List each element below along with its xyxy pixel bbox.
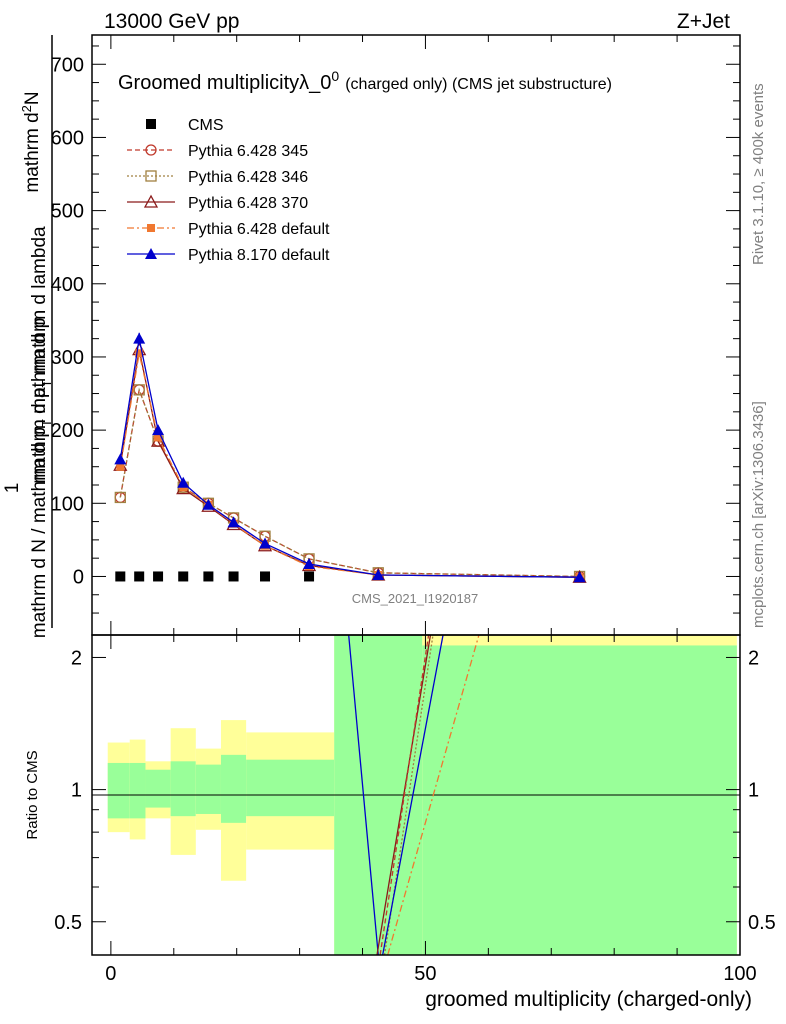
y-tick-label: 400 bbox=[51, 274, 84, 296]
y-tick-label: 600 bbox=[51, 127, 84, 149]
legend-label: CMS bbox=[188, 117, 224, 134]
y-tick-label: 500 bbox=[51, 201, 84, 223]
data-point-cms bbox=[115, 571, 126, 582]
legend-entry-p345: Pythia 6.428 345 bbox=[127, 143, 308, 160]
ratio-tick-label-left: 0.5 bbox=[54, 912, 82, 934]
y-tick-label: 700 bbox=[51, 54, 84, 76]
data-point-p8default bbox=[573, 571, 586, 583]
data-point-cms bbox=[178, 571, 189, 582]
ratio-line-p6default bbox=[387, 634, 480, 956]
legend-marker bbox=[145, 248, 157, 259]
data-point-cms bbox=[304, 571, 315, 582]
series-line-p345 bbox=[119, 387, 580, 578]
ratio-band-green bbox=[145, 769, 171, 808]
x-tick-label: 50 bbox=[414, 963, 436, 985]
data-point-cms bbox=[153, 571, 164, 582]
ratio-tick-label-left: 2 bbox=[71, 647, 82, 669]
data-point-p8default bbox=[177, 476, 190, 488]
series-line-p6default bbox=[119, 353, 580, 578]
plot-title: Groomed multiplicityλ_00 (charged only) (… bbox=[118, 68, 612, 94]
plot-title-main: Groomed multiplicity bbox=[118, 72, 299, 94]
legend-entry-p346: Pythia 6.428 346 bbox=[127, 169, 308, 186]
data-point-cms bbox=[228, 571, 239, 582]
legend-entry-cms: CMS bbox=[146, 117, 224, 134]
header-left: 13000 GeV pp bbox=[104, 10, 239, 33]
data-point-p6default bbox=[154, 433, 163, 442]
data-point-cms bbox=[134, 571, 145, 582]
data-point-p8default bbox=[303, 558, 316, 570]
ratio-band-green bbox=[246, 759, 335, 817]
plot-title-suffix: (charged only) (CMS jet substructure) bbox=[345, 76, 612, 93]
legend-marker bbox=[145, 144, 157, 156]
x-axis-ticks: 0 50 100 bbox=[105, 35, 757, 985]
data-point-p8default bbox=[259, 537, 272, 549]
legend-entry-p8default: Pythia 8.170 default bbox=[127, 247, 330, 264]
rivet-label: Rivet 3.1.10, ≥ 400k events bbox=[750, 83, 767, 265]
ratio-tick-label-right: 1 bbox=[748, 780, 759, 802]
main-series bbox=[113, 332, 587, 583]
legend-marker bbox=[146, 119, 156, 129]
y-tick-label: 300 bbox=[51, 347, 84, 369]
ratio-line-p8default bbox=[382, 634, 444, 956]
ylabel-denominator: mathrm d N / mathrm d pT mathrm d p bbox=[29, 318, 54, 639]
data-point-p6default bbox=[135, 349, 144, 358]
ylabel-line2: mathrm d pT mathrm d lambda bbox=[29, 226, 54, 484]
ratio-band-green bbox=[220, 754, 247, 823]
ratio-band-green bbox=[170, 761, 196, 817]
series-line-p8default bbox=[119, 338, 580, 578]
ratio-tick-label-left: 1 bbox=[71, 780, 82, 802]
watermark: CMS_2021_I1920187 bbox=[352, 591, 479, 606]
legend-label: Pythia 6.428 345 bbox=[188, 143, 308, 160]
ratio-tick-label-right: 0.5 bbox=[748, 912, 776, 934]
data-point-p8default bbox=[114, 453, 127, 465]
main-axis-ticks: 0 100 200 300 400 500 600 700 bbox=[51, 45, 740, 614]
data-point-p346 bbox=[133, 384, 145, 396]
series-line-p346 bbox=[119, 387, 580, 578]
data-point-p6default bbox=[116, 462, 125, 471]
legend-marker bbox=[147, 224, 155, 232]
y-tick-label: 0 bbox=[73, 566, 84, 588]
ratio-band-green bbox=[422, 645, 737, 955]
legend-label: Pythia 6.428 370 bbox=[188, 195, 308, 212]
ratio-ylabel: Ratio to CMS bbox=[24, 750, 41, 839]
ratio-band-green bbox=[129, 762, 146, 819]
legend-label: Pythia 6.428 346 bbox=[188, 169, 308, 186]
ratio-line-p345 bbox=[379, 634, 430, 956]
legend-entry-p370: Pythia 6.428 370 bbox=[127, 194, 308, 212]
legend-label: Pythia 6.428 default bbox=[188, 221, 330, 238]
data-point-cms bbox=[260, 571, 271, 582]
mcplots-label: mcplots.cern.ch [arXiv:1306.3436] bbox=[750, 401, 767, 628]
ratio-lines bbox=[348, 634, 480, 956]
data-point-p8default bbox=[152, 424, 165, 436]
x-axis-label: groomed multiplicity (charged-only) bbox=[425, 988, 752, 1011]
y-tick-label: 100 bbox=[51, 493, 84, 515]
ylabel-line1: mathrm d2N bbox=[19, 91, 43, 192]
ratio-axis-ticks: 0.5 0.5 1 1 2 2 bbox=[54, 647, 776, 933]
x-tick-label: 0 bbox=[105, 963, 116, 985]
plot-title-lambda: λ_0 bbox=[299, 72, 331, 94]
legend: CMS Pythia 6.428 345 Pythia 6.428 346 Pythi… bbox=[127, 117, 330, 264]
series-line-p370 bbox=[119, 349, 580, 578]
ylabel-numerator: 1 bbox=[2, 483, 23, 494]
data-point-p8default bbox=[372, 569, 385, 580]
data-point-cms bbox=[203, 571, 214, 582]
y-tick-label: 200 bbox=[51, 420, 84, 442]
legend-label: Pythia 8.170 default bbox=[188, 247, 330, 264]
ratio-band-green bbox=[195, 764, 221, 814]
data-point-p8default bbox=[133, 332, 146, 344]
ratio-frame bbox=[91, 634, 741, 956]
header-right: Z+Jet bbox=[677, 10, 730, 33]
legend-marker bbox=[145, 170, 157, 182]
x-tick-label: 100 bbox=[723, 963, 756, 985]
legend-marker bbox=[143, 194, 159, 208]
ratio-tick-label-right: 2 bbox=[748, 647, 759, 669]
data-point-p8default bbox=[202, 498, 215, 510]
data-point-p8default bbox=[227, 516, 240, 528]
ratio-band-green bbox=[107, 762, 130, 819]
plot-title-lambda-sup: 0 bbox=[331, 68, 339, 84]
legend-entry-p6default: Pythia 6.428 default bbox=[127, 221, 330, 238]
ratio-line-p8default bbox=[348, 634, 379, 956]
data-point-p346 bbox=[114, 491, 126, 504]
